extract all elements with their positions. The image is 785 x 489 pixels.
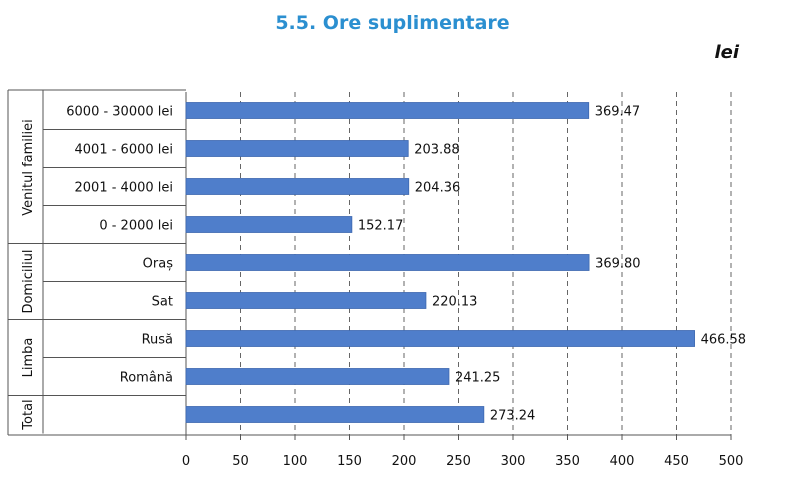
category-label: Română <box>120 371 173 386</box>
bar <box>185 254 590 271</box>
value-label: 466.58 <box>701 333 747 348</box>
bar <box>185 406 485 423</box>
value-label: 241.25 <box>455 371 501 386</box>
category-label: 6000 - 30000 lei <box>66 105 173 120</box>
bar <box>185 216 353 233</box>
bar <box>185 368 450 385</box>
bar <box>185 292 427 309</box>
bar <box>185 140 409 157</box>
x-tick-label: 250 <box>446 454 471 469</box>
category-label: Oraș <box>143 257 174 272</box>
unit-label: lei <box>714 42 739 63</box>
bar <box>185 102 590 119</box>
group-label: Limba <box>21 338 36 378</box>
x-tick-label: 100 <box>283 454 308 469</box>
x-tick-label: 350 <box>555 454 580 469</box>
value-label: 369.47 <box>595 105 641 120</box>
value-label: 273.24 <box>490 409 536 424</box>
category-label: 2001 - 4000 lei <box>75 181 173 196</box>
chart-title: 5.5. Ore suplimentare <box>275 12 510 34</box>
x-tick-label: 50 <box>232 454 249 469</box>
x-tick-label: 200 <box>392 454 417 469</box>
value-label: 152.17 <box>358 219 404 234</box>
x-tick-label: 450 <box>664 454 689 469</box>
category-label: Rusă <box>142 333 173 348</box>
category-label: 4001 - 6000 lei <box>75 143 173 158</box>
x-tick-label: 500 <box>719 454 744 469</box>
x-tick-label: 150 <box>337 454 362 469</box>
x-tick-label: 400 <box>610 454 635 469</box>
group-label: Venitul familiei <box>21 119 36 215</box>
bar <box>185 330 695 347</box>
value-label: 369.80 <box>595 257 641 272</box>
value-label: 220.13 <box>432 295 478 310</box>
value-label: 203.88 <box>414 143 460 158</box>
group-label: Domiciliul <box>21 249 36 313</box>
category-label: 0 - 2000 lei <box>99 219 173 234</box>
group-label: Total <box>21 399 36 430</box>
x-tick-label: 0 <box>182 454 190 469</box>
x-tick-label: 300 <box>501 454 526 469</box>
bar <box>185 178 410 195</box>
category-label: Sat <box>152 295 173 310</box>
value-label: 204.36 <box>415 181 461 196</box>
